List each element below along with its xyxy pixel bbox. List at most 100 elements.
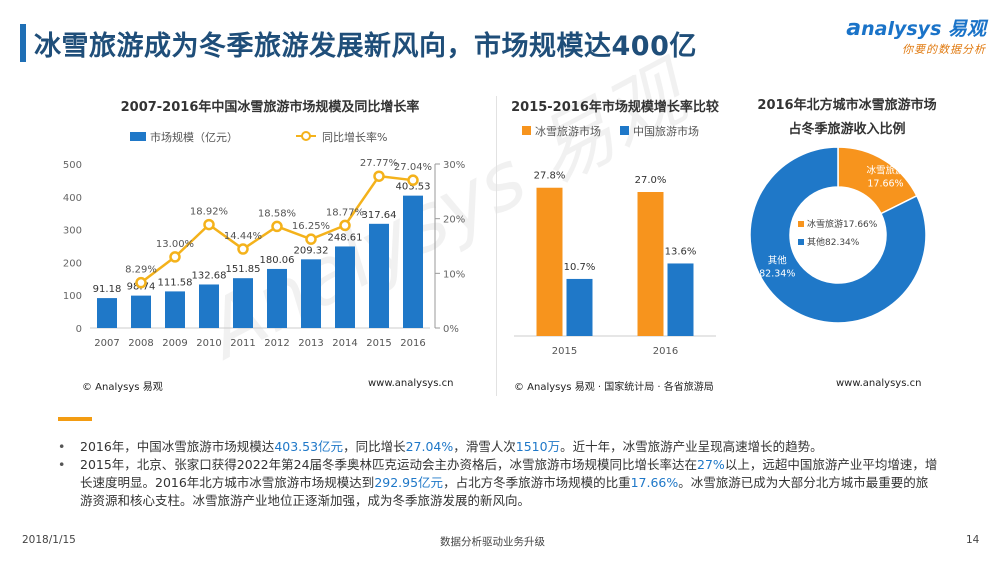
highlight-value: 27%: [697, 457, 725, 472]
bar-market-size: [165, 291, 185, 328]
growth-rate-point: [135, 276, 147, 289]
chart1-source-url: www.analysys.cn: [368, 378, 454, 389]
bullet-text: ，滑雪人次: [453, 439, 516, 454]
highlight-value: 17.66%: [630, 475, 679, 490]
y2-tick-label: 30%: [443, 160, 465, 171]
growth-rate-point: [271, 220, 283, 233]
slice-name-label: 其他: [768, 255, 788, 267]
bar-value-label: 111.58: [158, 277, 193, 288]
legend-label-snow-tourism: 冰雪旅游市场: [535, 124, 601, 138]
growth-rate-label: 16.25%: [292, 221, 330, 232]
chart2-title: 2015-2016年市场规模增长率比较: [511, 100, 719, 115]
slice-value-label: 17.66%: [867, 179, 903, 190]
bar-market-size: [301, 259, 321, 328]
legend-swatch-market-size: [130, 132, 146, 141]
growth-rate-label: 13.00%: [156, 239, 194, 250]
y-tick-label: 500: [63, 160, 82, 171]
legend-label-market-size: 市场规模（亿元）: [150, 130, 238, 144]
growth-rate-point: [407, 174, 419, 186]
logo-slogan: 你要的数据分析: [902, 43, 986, 56]
chart3-title-line1: 2016年北方城市冰雪旅游市场: [757, 98, 937, 113]
bar-value-label: 248.61: [328, 232, 363, 243]
y-tick-label: 100: [63, 291, 82, 302]
legend-marker-growth: [301, 131, 311, 141]
x-tick-label: 2010: [196, 338, 221, 349]
chart2-source-url: www.analysys.cn: [836, 378, 922, 389]
growth-rate-label: 18.77%: [326, 207, 364, 218]
bar-market-size: [199, 284, 219, 328]
y-tick-label: 200: [63, 258, 82, 269]
bar-value-label: 27.0%: [635, 175, 667, 186]
chart1-source: © Analysys 易观: [82, 382, 163, 393]
bar-value-label: 91.18: [93, 284, 122, 295]
bullet-item: 2016年，中国冰雪旅游市场规模达403.53亿元，同比增长27.04%，滑雪人…: [58, 438, 938, 456]
footer-date: 2018/1/15: [22, 534, 76, 546]
legend-swatch-snow-tourism: [522, 126, 531, 135]
bullet-text: ，同比增长: [343, 439, 406, 454]
bar-market-size: [267, 268, 287, 328]
section-accent: [58, 417, 92, 421]
x-tick-label: 2015: [366, 338, 391, 349]
chart1-market-size: 市场规模（亿元） 同比增长率% 0 100 200 300 400 500 0% 10% 20% 30…: [63, 130, 465, 349]
bar-value-label: 27.8%: [534, 171, 566, 182]
x-tick-label: 2015: [552, 346, 577, 357]
growth-rate-point: [237, 243, 249, 255]
highlight-value: 1510万: [515, 439, 561, 454]
divider: [496, 96, 497, 396]
growth-rate-label: 27.04%: [394, 162, 432, 173]
x-tick-label: 2016: [653, 346, 678, 357]
bar-value-label: 151.85: [226, 264, 261, 275]
growth-rate-label: 18.92%: [190, 207, 228, 218]
chart2-source: © Analysys 易观 · 国家统计局 · 各省旅游局: [514, 382, 714, 393]
chart3-title-line2: 占冬季旅游收入比例: [788, 122, 906, 137]
bullet-item: 2015年，北京、张家口获得2022年第24届冬季奥林匹克运动会主办资格后，冰雪…: [58, 456, 938, 510]
y-tick-label: 0: [76, 324, 82, 335]
legend-label-snow-tourism: 冰雪旅游17.66%: [807, 218, 878, 230]
y-tick-label: 400: [63, 193, 82, 204]
growth-rate-label: 18.58%: [258, 208, 296, 219]
x-tick-label: 2016: [400, 338, 425, 349]
chart3-income-share: 冰雪旅游17.66%其他82.34%冰雪旅游17.66%其他82.34%: [749, 146, 927, 324]
bar-snow-tourism: [637, 192, 664, 336]
chart2-growth-compare: 冰雪旅游市场 中国旅游市场 27.8% 10.7% 2015 27.0% 13.6% 2016: [514, 124, 716, 357]
bar-market-size: [97, 298, 117, 328]
growth-rate-label: 27.77%: [360, 158, 398, 169]
x-tick-label: 2007: [94, 338, 119, 349]
x-tick-label: 2011: [230, 338, 255, 349]
slice-other: [749, 146, 927, 324]
chart3-title: 2016年北方城市冰雪旅游市场 占冬季旅游收入比例: [732, 94, 962, 142]
bar-market-size: [403, 195, 423, 328]
highlight-value: 27.04%: [405, 439, 454, 454]
x-tick-label: 2012: [264, 338, 289, 349]
bullet-text: 2015年，北京、张家口获得2022年第24届冬季奥林匹克运动会主办资格后，冰雪…: [80, 457, 698, 472]
footer-page-number: 14: [966, 534, 980, 546]
legend-label-other: 其他82.34%: [807, 236, 860, 248]
x-tick-label: 2008: [128, 338, 153, 349]
legend-swatch-china-tourism: [620, 126, 629, 135]
growth-rate-point: [305, 233, 317, 245]
y2-tick-label: 0%: [443, 324, 459, 335]
bar-value-label: 13.6%: [665, 246, 697, 257]
chart1-title: 2007-2016年中国冰雪旅游市场规模及同比增长率: [120, 100, 420, 115]
growth-rate-point: [373, 170, 385, 182]
summary-bullets: 2016年，中国冰雪旅游市场规模达403.53亿元，同比增长27.04%，滑雪人…: [58, 438, 938, 510]
analysys-logo: analysys 易观 你要的数据分析: [846, 16, 986, 56]
bullet-text: 。冰雪旅游已成为大部分北方城市最重要的旅游资源和核心支柱。冰雪旅游产业地位正逐渐…: [80, 475, 929, 508]
slice-value-label: 82.34%: [759, 269, 795, 280]
bar-market-size: [131, 295, 151, 328]
bar-market-size: [369, 223, 389, 328]
highlight-value: 292.95亿元: [374, 475, 444, 490]
bullet-text: 以上，远超中国旅游产业平均增速，增长速度明显。2016年北方城市冰雪旅游市场规模…: [80, 457, 938, 490]
bar-value-label: 317.64: [362, 210, 397, 221]
bullet-text: 2016年，中国冰雪旅游市场规模达: [80, 439, 275, 454]
logo-brand: nalysys 易观: [861, 18, 986, 40]
legend-label-china-tourism: 中国旅游市场: [633, 124, 699, 138]
growth-rate-point: [339, 219, 351, 232]
growth-rate-point: [169, 251, 181, 263]
legend-swatch-snow-tourism: [798, 221, 804, 227]
bar-value-label: 209.32: [294, 245, 329, 256]
bar-value-label: 180.06: [260, 255, 295, 266]
x-tick-label: 2009: [162, 338, 187, 349]
y2-tick-label: 20%: [443, 215, 465, 226]
legend-swatch-other: [798, 239, 804, 245]
